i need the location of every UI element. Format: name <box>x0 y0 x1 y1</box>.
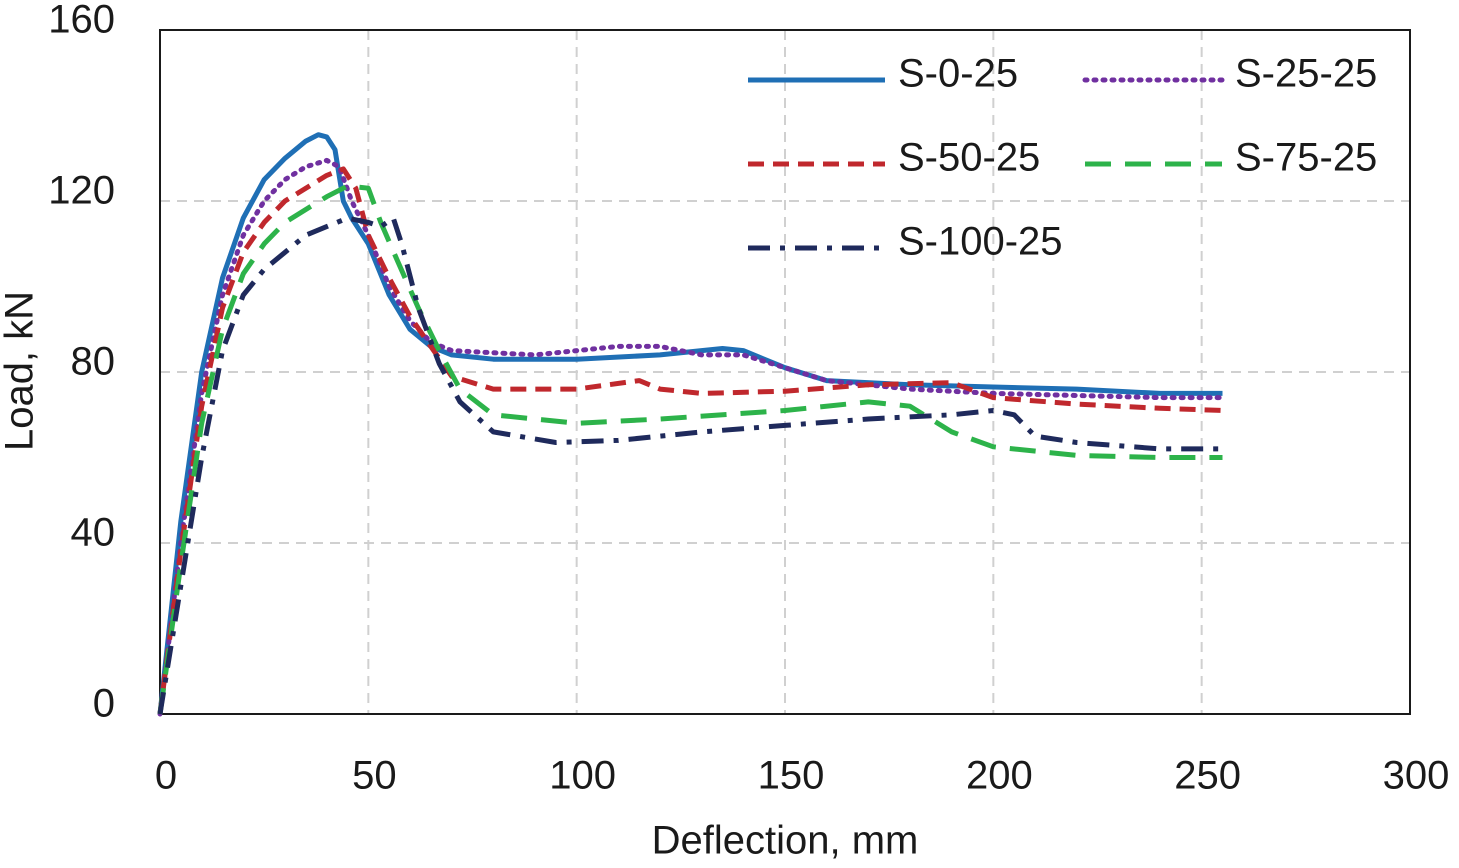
series-line <box>157 166 1223 715</box>
y-axis-title: Load, kN <box>0 291 42 451</box>
legend-label: S-0-25 <box>898 52 1018 96</box>
series-line <box>157 183 1223 715</box>
legend-label: S-75-25 <box>1235 136 1377 180</box>
x-tick-label: 250 <box>1174 754 1241 798</box>
y-tick-label: 120 <box>48 169 115 213</box>
y-tick-label: 0 <box>93 682 115 726</box>
y-tick-label: 80 <box>71 340 116 384</box>
series-line <box>157 215 1223 715</box>
x-tick-label: 200 <box>966 754 1033 798</box>
y-tick-label: 160 <box>48 0 115 42</box>
legend-label: S-50-25 <box>898 136 1040 180</box>
x-axis-title: Deflection, mm <box>652 819 919 863</box>
plot-frame <box>159 29 1411 715</box>
series-line <box>157 132 1223 715</box>
x-tick-label: 150 <box>758 754 825 798</box>
legend-label: S-100-25 <box>898 220 1063 264</box>
x-tick-label: 50 <box>352 754 397 798</box>
x-tick-label: 100 <box>549 754 616 798</box>
x-tick-label: 0 <box>155 754 177 798</box>
x-tick-label: 300 <box>1383 754 1450 798</box>
y-tick-label: 40 <box>71 511 116 555</box>
legend-label: S-25-25 <box>1235 52 1377 96</box>
series-line <box>157 157 1225 717</box>
